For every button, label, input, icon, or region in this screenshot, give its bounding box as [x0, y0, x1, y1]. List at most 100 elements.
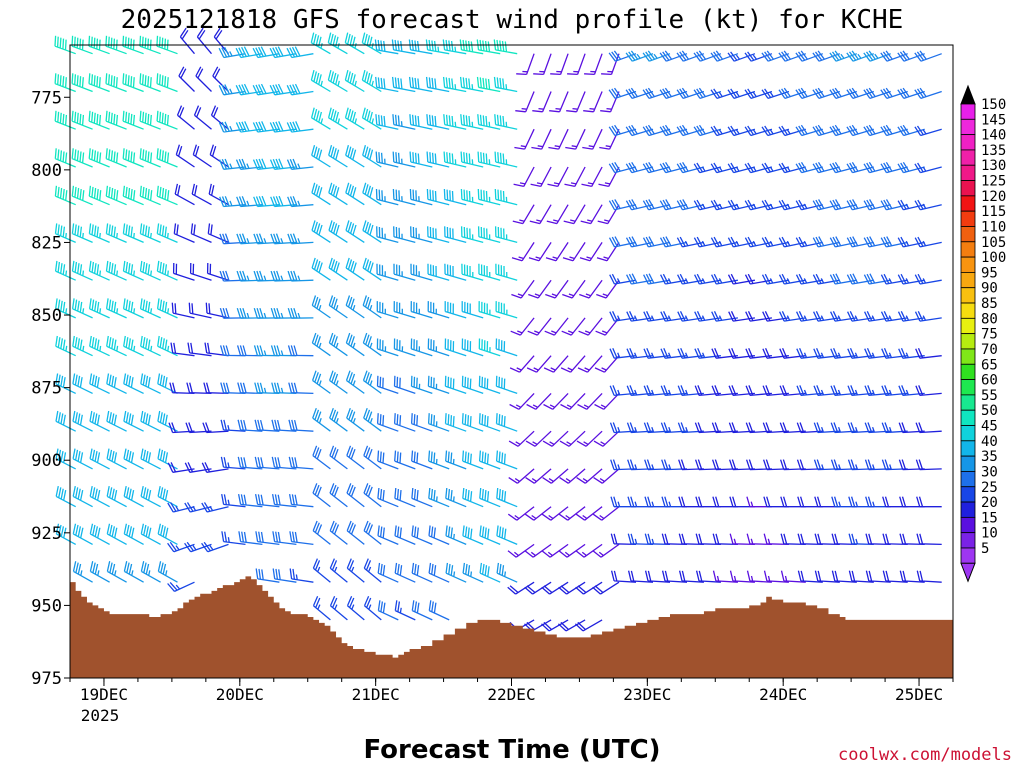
colorbar-swatch	[960, 516, 976, 534]
wind-barb	[310, 69, 331, 93]
wind-barb	[192, 144, 212, 168]
wind-barb	[410, 226, 433, 244]
wind-barb	[711, 422, 738, 434]
colorbar-swatch	[960, 348, 976, 365]
colorbar-label: 50	[981, 403, 998, 419]
wind-barb	[829, 161, 857, 174]
wind-barb	[661, 496, 687, 508]
colorbar-label: 40	[981, 434, 998, 450]
wind-barb	[813, 385, 840, 397]
wind-barb	[106, 410, 127, 432]
wind-barb	[575, 506, 603, 521]
wind-barb	[54, 73, 76, 93]
wind-barb	[494, 226, 518, 244]
wind-barb	[312, 445, 331, 470]
wind-barb	[880, 273, 908, 285]
wind-barb	[123, 485, 144, 508]
wind-barb	[426, 188, 450, 206]
colorbar-label: 100	[981, 250, 1006, 266]
wind-barb	[914, 50, 942, 62]
wind-barb	[72, 335, 93, 357]
wind-barb	[593, 468, 620, 484]
colorbar-swatch	[960, 455, 976, 472]
wind-barb	[311, 332, 331, 357]
wind-barb	[461, 301, 484, 319]
wind-barb	[139, 185, 161, 206]
wind-barb	[140, 448, 161, 470]
wind-barb	[812, 161, 840, 174]
wind-barb	[377, 562, 399, 583]
wind-barb	[346, 558, 365, 583]
wind-barb	[525, 468, 552, 484]
colorbar-bottom-arrow	[960, 562, 976, 583]
colorbar-label: 95	[981, 265, 998, 281]
wind-barb	[442, 76, 467, 93]
colorbar-swatch	[960, 118, 976, 136]
wind-barb	[237, 493, 263, 508]
colorbar-swatch	[960, 195, 976, 212]
colorbar-label: 80	[981, 311, 998, 327]
wind-barb	[140, 410, 161, 432]
wind-barb	[493, 39, 518, 55]
wind-barb	[582, 128, 603, 150]
wind-barb	[625, 161, 654, 174]
wind-barb	[744, 51, 773, 62]
wind-barb	[779, 311, 806, 322]
wind-barb	[253, 308, 280, 319]
wind-barb	[156, 223, 178, 243]
colorbar-swatch	[960, 363, 976, 380]
wind-barb	[327, 107, 348, 130]
wind-barb	[191, 183, 212, 206]
wind-barb	[205, 302, 229, 319]
wind-barb	[187, 342, 212, 357]
wind-barb	[915, 348, 942, 359]
wind-barb	[813, 422, 840, 434]
wind-barb	[71, 260, 93, 281]
wind-barb	[477, 151, 501, 168]
wind-barb	[175, 144, 195, 168]
wind-barb	[286, 83, 314, 96]
wind-barb	[693, 162, 722, 174]
colorbar-swatch	[960, 103, 976, 120]
wind-barb	[914, 311, 942, 322]
wind-barb	[778, 199, 806, 211]
wind-barb	[105, 148, 127, 168]
wind-barb	[311, 220, 331, 243]
colorbar-label: 15	[981, 510, 998, 526]
wind-barb	[270, 270, 297, 282]
wind-barb	[312, 558, 331, 583]
wind-barb	[727, 51, 756, 62]
wind-barb	[710, 88, 739, 100]
y-tick-label: 775	[31, 88, 62, 108]
wind-barb	[71, 148, 93, 168]
wind-barb	[659, 199, 688, 211]
wind-barb	[252, 46, 280, 59]
wind-barb	[693, 87, 722, 100]
wind-barb	[625, 124, 654, 137]
wind-barb	[710, 236, 739, 248]
wind-barb	[271, 493, 297, 508]
wind-barb	[123, 523, 144, 545]
wind-barb	[89, 485, 110, 508]
wind-barb	[88, 35, 110, 55]
wind-barb	[746, 570, 772, 583]
wind-barb	[513, 166, 535, 188]
wind-barb	[496, 562, 518, 583]
wind-barb	[328, 145, 348, 168]
wind-barb	[345, 257, 365, 281]
wind-barb	[847, 311, 874, 322]
wind-barb	[478, 338, 501, 357]
wind-barb	[830, 459, 857, 471]
wind-barb	[444, 263, 467, 281]
wind-barb	[393, 301, 416, 319]
wind-barb	[329, 407, 348, 432]
wind-barb	[493, 76, 518, 93]
wind-barb	[526, 355, 552, 373]
wind-barb	[831, 570, 857, 583]
wind-barb	[880, 87, 908, 100]
wind-barb	[863, 199, 891, 211]
wind-barb	[212, 66, 229, 92]
wind-barb	[269, 83, 297, 96]
wind-barb	[425, 76, 450, 93]
wind-barb	[459, 76, 484, 93]
